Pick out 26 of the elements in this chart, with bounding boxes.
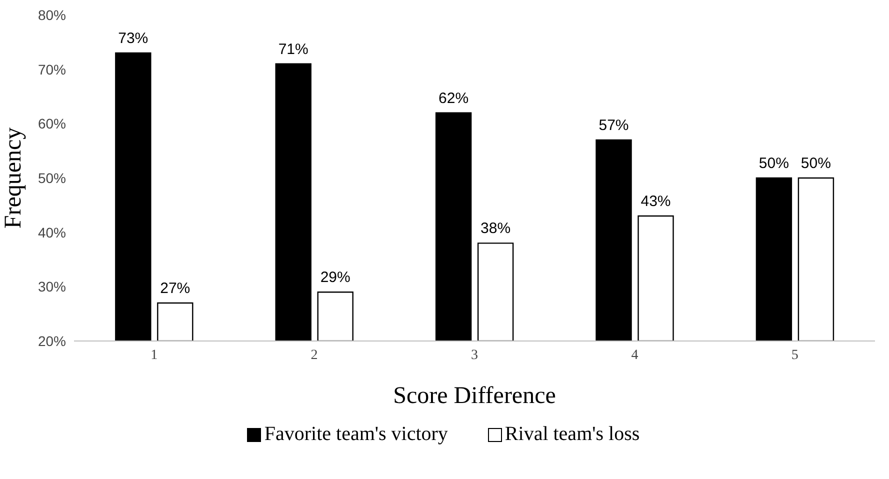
data-label: 29% [320, 269, 350, 286]
y-axis-title: Frequency [0, 127, 27, 229]
x-axis-title: Score Difference [393, 383, 556, 409]
legend-label: Rival team's loss [504, 423, 640, 446]
y-tick-label: 50% [38, 170, 66, 186]
data-label: 38% [480, 220, 511, 238]
y-tick-label: 40% [38, 224, 66, 240]
y-tick-label: 60% [38, 116, 66, 132]
data-label: 62% [438, 90, 469, 107]
data-label: 27% [160, 280, 190, 297]
y-tick-label: 30% [38, 278, 66, 295]
y-tick-label: 80% [38, 6, 66, 23]
legend-label: Favorite team's victory [264, 423, 448, 446]
x-tick-label: 1 [150, 348, 158, 363]
x-tick-label: 4 [631, 348, 638, 363]
x-tick-label: 5 [791, 348, 798, 363]
x-tick-label: 2 [310, 348, 318, 363]
y-tick-label: 70% [38, 61, 66, 78]
data-label: 43% [640, 193, 671, 210]
data-label: 73% [118, 30, 148, 48]
data-label: 50% [758, 155, 789, 172]
data-label: 71% [278, 40, 308, 58]
data-label: 57% [598, 116, 629, 134]
data-label: 50% [800, 155, 831, 172]
y-tick-label: 20% [38, 332, 66, 349]
x-tick-label: 3 [471, 348, 478, 363]
